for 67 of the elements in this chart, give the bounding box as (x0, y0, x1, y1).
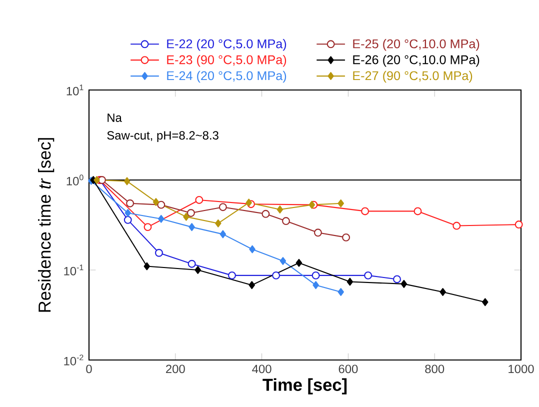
point (124, 216, 132, 224)
point (158, 214, 164, 223)
point (482, 298, 488, 306)
point (188, 223, 195, 232)
y-tick-label: 10$^{-1}$ (64, 264, 84, 276)
point (228, 271, 236, 280)
x-tick-label: 0 (86, 364, 92, 374)
point (248, 281, 255, 290)
point (124, 177, 130, 186)
point (514, 220, 523, 229)
point (338, 199, 344, 208)
legend-label: E-22 (20 °C,5.0 MPa) (167, 39, 286, 51)
point (188, 260, 196, 268)
point (124, 209, 132, 217)
x-tick-label: 800 (425, 364, 444, 374)
point (144, 223, 152, 232)
point (338, 288, 344, 296)
point (346, 278, 354, 286)
point (308, 200, 316, 209)
point (364, 271, 372, 280)
point (194, 266, 201, 274)
point (126, 199, 134, 208)
y-axis-title: Residence time tr [sec] (38, 138, 54, 312)
annotation: Saw-cut, pH=8.2~8.3 (107, 131, 218, 142)
point (312, 271, 320, 280)
legend-label: E-25 (20 °C,10.0 MPa) (353, 39, 480, 51)
point (272, 271, 280, 280)
point (342, 233, 350, 242)
point (144, 262, 150, 270)
point (186, 209, 195, 217)
point (296, 258, 302, 267)
point (183, 212, 190, 221)
y-tick-label: 10$^{-2}$ (64, 354, 84, 366)
legend-label: E-23 (90 °C,5.0 MPa) (167, 54, 286, 67)
x-tick-label: 400 (252, 364, 272, 374)
point (154, 248, 163, 257)
point (262, 210, 270, 218)
y-tick-label: 10$^{1}$ (66, 84, 84, 96)
point (452, 222, 461, 230)
point (218, 203, 227, 212)
x-tick-label: 1000 (508, 364, 534, 374)
point (400, 280, 408, 288)
point (312, 281, 319, 290)
point (94, 176, 100, 184)
x-tick-label: 600 (338, 364, 358, 374)
point (414, 207, 422, 216)
point (440, 288, 446, 296)
y-tick-label: 10$^{0}$ (66, 174, 84, 186)
point (314, 228, 322, 237)
point (276, 206, 284, 214)
point (361, 207, 370, 216)
point (152, 198, 160, 206)
point (393, 275, 402, 284)
point (195, 196, 204, 204)
legend-label: E-24 (20 °C,5.0 MPa) (167, 70, 286, 83)
legend-label: E-27 (90 °C,5.0 MPa) (353, 70, 472, 83)
x-axis-title: Time [sec] (262, 378, 347, 394)
point (215, 219, 222, 228)
point (249, 245, 256, 254)
annotation: Na (108, 114, 122, 122)
legend-label: E-26 (20 °C,10.0 MPa) (353, 54, 480, 67)
point (157, 200, 166, 209)
point (282, 217, 290, 226)
point (280, 256, 286, 265)
x-tick-label: 200 (166, 364, 185, 374)
point (246, 198, 252, 207)
point (220, 230, 226, 238)
